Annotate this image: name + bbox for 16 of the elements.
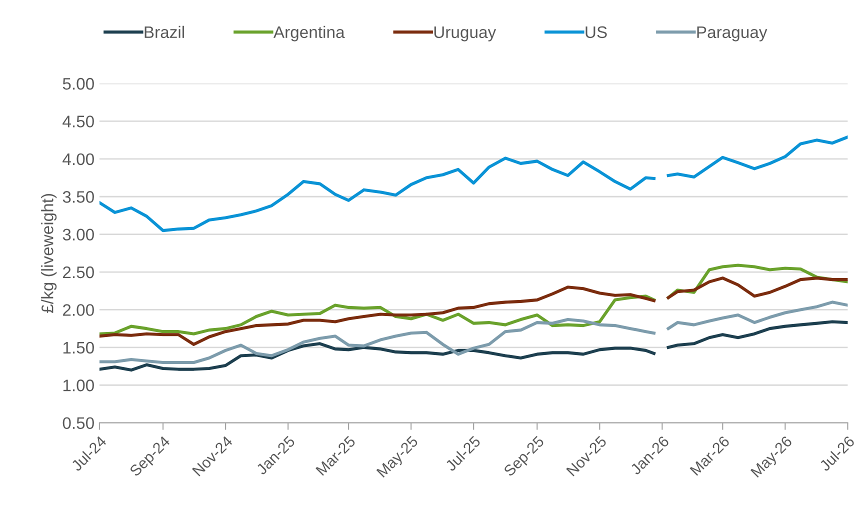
legend-label: US	[586, 26, 607, 38]
y-tick-label: 3.00	[62, 228, 94, 241]
y-tick-label: 3.50	[62, 191, 94, 203]
y-tick-label: 2.50	[63, 266, 94, 278]
y-tick-label: 4.00	[62, 153, 94, 166]
y-tick-label: 1.50	[63, 342, 94, 354]
legend-label: Paraguay	[697, 26, 768, 42]
y-tick-label: 5.00	[62, 78, 94, 90]
legend-label: Uruguay	[434, 26, 496, 42]
y-tick-label: 4.50	[62, 116, 94, 128]
y-tick-label: 2.00	[63, 304, 94, 316]
y-tick-label: 1.00	[63, 380, 94, 392]
y-tick-label: 0.50	[62, 417, 94, 430]
legend-label: Brazil	[144, 26, 184, 38]
legend-label: Argentina	[273, 26, 345, 42]
y-axis-title: £/kg (liveweight)	[41, 194, 57, 313]
